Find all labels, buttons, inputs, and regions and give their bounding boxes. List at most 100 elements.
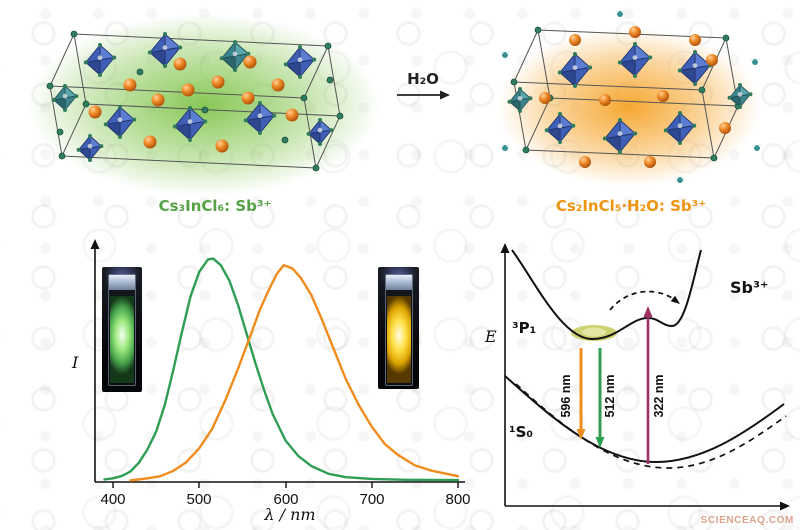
chloride-atom — [163, 32, 167, 36]
cuvette-yellow — [384, 274, 413, 386]
octahedron-blue — [103, 105, 137, 139]
orange-atom — [271, 78, 285, 92]
octahedron-blue — [306, 118, 334, 146]
chloride-atom — [46, 82, 54, 90]
energy-axis-title: E — [484, 327, 497, 346]
chloride-atom — [522, 146, 530, 154]
chloride-atom — [571, 123, 576, 128]
octahedron-blue — [283, 45, 317, 79]
chloride-atom — [76, 147, 81, 152]
chloride-atom — [103, 122, 108, 127]
octahedron-teal — [507, 87, 533, 113]
orange-atom — [629, 26, 641, 38]
chloride-atom — [698, 86, 706, 94]
indium-atom — [692, 63, 698, 68]
octahedron-blue — [76, 134, 104, 162]
chloride-atom — [617, 60, 622, 65]
chloride-atom — [178, 45, 183, 50]
chloride-atom — [88, 134, 92, 138]
watermark: SCIENCEAQ.COM — [700, 515, 794, 526]
transition-label-322nm: 322 nm — [652, 374, 666, 417]
ion-label: Sb³⁺ — [730, 278, 768, 297]
orange-atom — [719, 122, 731, 134]
chloride-atom — [118, 135, 122, 139]
chloride-atom — [710, 154, 718, 162]
chloride-atom — [74, 94, 79, 99]
octahedron-blue — [83, 43, 117, 77]
chloride-atom — [56, 128, 64, 136]
x-tick-800: 800 — [445, 491, 470, 508]
transition-arrow-596nm — [576, 348, 586, 440]
chloride-atom — [318, 118, 322, 122]
compound-label-left: Cs₃InCl₆: Sb³⁺ — [158, 197, 272, 215]
orange-atom — [706, 54, 718, 66]
chloride-atom — [246, 51, 251, 56]
octahedron-blue — [677, 50, 713, 86]
octahedron-blue — [557, 52, 593, 88]
chloride-atom — [748, 92, 753, 97]
chloride-atom — [312, 164, 320, 172]
water-molecule — [752, 144, 762, 151]
orange-atom — [569, 34, 581, 46]
chloride-atom — [678, 111, 682, 115]
emission-spectra-chart: 400 500 600 700 800 λ / nm I — [71, 239, 470, 524]
chloride-atom — [573, 84, 577, 88]
octahedron-teal — [727, 83, 753, 109]
chloride-atom — [136, 68, 144, 76]
spectra-axes — [90, 239, 465, 488]
chloride-atom — [692, 123, 697, 128]
excited-state-label: ³P₁ — [512, 319, 536, 337]
chloride-atom — [507, 99, 512, 104]
indium-atom — [62, 93, 68, 99]
indium-atom — [317, 127, 323, 133]
chloride-atom — [573, 52, 577, 56]
chloride-atom — [243, 118, 248, 123]
chloride-atom — [203, 119, 208, 124]
chloride-atom — [163, 64, 167, 68]
chloride-atom — [544, 128, 549, 133]
chloride-atom — [633, 74, 637, 78]
chloride-atom — [63, 84, 67, 88]
chloride-atom — [258, 101, 262, 105]
indium-atom — [257, 113, 263, 119]
chloride-atom — [88, 158, 92, 162]
water-label: H₂O — [407, 70, 439, 88]
orange-atom — [644, 156, 656, 168]
chloride-atom — [118, 105, 122, 109]
indium-atom — [517, 95, 523, 101]
indium-atom — [632, 55, 638, 60]
orange-atom — [657, 90, 669, 102]
chloride-atom — [283, 62, 288, 67]
indium-atom — [87, 143, 93, 149]
octahedron-blue — [172, 106, 208, 142]
chloride-atom — [298, 45, 302, 49]
chloride-atom — [633, 131, 638, 136]
chloride-atom — [201, 106, 209, 114]
octahedron-blue — [617, 42, 653, 78]
indium-atom — [557, 123, 563, 129]
compound-label-right: Cs₂InCl₅·H₂O: Sb³⁺ — [555, 197, 707, 215]
chloride-atom — [70, 30, 78, 38]
indium-atom — [572, 65, 578, 70]
transition-label-512nm: 512 nm — [603, 374, 617, 417]
chloride-atom — [693, 82, 697, 86]
crossover-arrowhead — [670, 295, 680, 304]
chloride-atom — [602, 136, 607, 141]
chloride-atom — [172, 124, 177, 129]
indium-atom — [187, 119, 193, 124]
ground-state-label: ¹S₀ — [509, 423, 533, 441]
chloride-atom — [219, 56, 224, 61]
chloride-atom — [258, 131, 262, 135]
chloride-atom — [528, 96, 533, 101]
reaction-group: H₂O — [394, 70, 452, 107]
chloride-atom — [306, 131, 311, 136]
cuvette-liquid-green — [110, 296, 134, 383]
octahedron-blue — [147, 32, 183, 68]
orange-atom — [215, 139, 229, 153]
chloride-atom — [112, 55, 117, 60]
crossover-dashed-arrow — [609, 290, 679, 311]
water-molecule — [500, 144, 510, 151]
orange-atom — [243, 55, 257, 69]
energy-y-arrowhead — [500, 243, 510, 253]
chloride-atom — [188, 106, 192, 110]
